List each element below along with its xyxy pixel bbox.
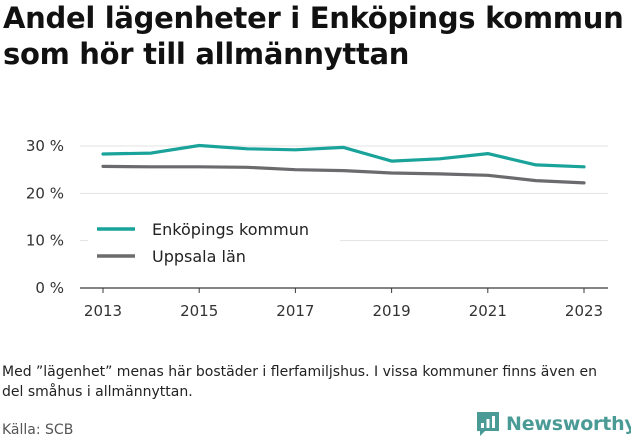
- series-line-enkopings-kommun: [101, 143, 586, 169]
- x-tick-label: 2013: [84, 302, 122, 320]
- y-tick-label: 0 %: [35, 279, 64, 297]
- y-tick-label: 10 %: [26, 232, 64, 250]
- legend: Enköpings kommun Uppsala län: [88, 214, 340, 272]
- x-tick-label: 2015: [180, 302, 218, 320]
- x-tick-label: 2023: [565, 302, 603, 320]
- y-tick-label: 30 %: [26, 137, 64, 155]
- source-label: Källa: SCB: [2, 422, 74, 438]
- x-tick-label: 2019: [373, 302, 411, 320]
- brand-name: Newsworthy: [506, 413, 631, 435]
- x-tick-label: 2017: [276, 302, 314, 320]
- series-line-uppsala-lan: [101, 164, 586, 185]
- legend-label: Uppsala län: [152, 247, 246, 266]
- legend-background: [88, 214, 340, 272]
- y-tick-label: 20 %: [26, 184, 64, 202]
- series-lines: [101, 143, 586, 185]
- chart-title: Andel lägenheter i Enköpings kommun som …: [3, 1, 624, 71]
- bar-chart-speech-bubble-icon: [477, 412, 499, 436]
- x-axis: 2013 2015 2017 2019 2021 2023: [84, 288, 603, 320]
- newsworthy-logo: Newsworthy: [476, 408, 631, 440]
- x-tick-label: 2021: [469, 302, 507, 320]
- legend-label: Enköpings kommun: [152, 220, 309, 239]
- footnote: Med ”lägenhet” menas här bostäder i fler…: [2, 364, 597, 400]
- y-axis: 0 % 10 % 20 % 30 %: [26, 137, 64, 297]
